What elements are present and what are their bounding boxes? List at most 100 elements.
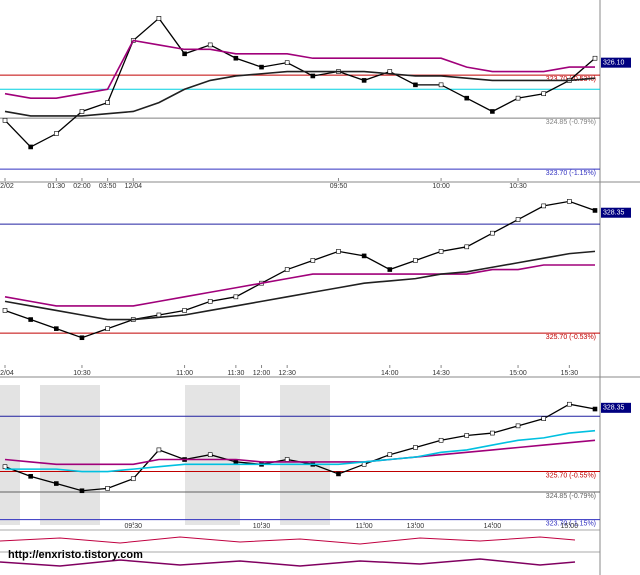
level-label: 325.70 (-0.53%) bbox=[546, 334, 596, 341]
session-shading bbox=[0, 385, 330, 525]
candle bbox=[105, 486, 110, 491]
x-tick-label: 01:30 bbox=[48, 183, 66, 190]
x-tick-label: 10:30 bbox=[73, 370, 91, 377]
candle bbox=[310, 258, 316, 263]
shade bbox=[0, 385, 20, 525]
indicator-line bbox=[4, 250, 596, 321]
level-label: 324.85 (-0.79%) bbox=[546, 493, 596, 500]
candle bbox=[28, 144, 33, 150]
last-price-label: 328.35 bbox=[603, 210, 625, 217]
x-tick-label: 03:50 bbox=[99, 183, 117, 190]
candle bbox=[464, 433, 470, 438]
candle bbox=[438, 82, 444, 88]
x-tick-label: 14:00 bbox=[381, 370, 399, 377]
x-tick-label: 09:30 bbox=[124, 523, 142, 530]
candle bbox=[592, 55, 598, 61]
last-price-label: 328.35 bbox=[603, 405, 625, 412]
candle bbox=[336, 249, 341, 254]
x-tick-label: 12:30 bbox=[278, 370, 296, 377]
candle bbox=[413, 445, 418, 450]
candle bbox=[490, 109, 495, 114]
indicator-line bbox=[4, 439, 596, 466]
candle bbox=[592, 208, 598, 213]
candle bbox=[54, 481, 59, 486]
candle bbox=[387, 452, 393, 458]
candle bbox=[464, 244, 470, 250]
candle bbox=[284, 60, 290, 65]
candle bbox=[490, 230, 495, 236]
x-tick-label: 12/04 bbox=[0, 370, 14, 377]
candle bbox=[541, 203, 546, 209]
x-tick-label: 14:00 bbox=[484, 523, 502, 530]
candle bbox=[567, 401, 572, 407]
shade bbox=[280, 385, 330, 525]
x-tick-label: 15:00 bbox=[561, 523, 579, 530]
candle bbox=[2, 118, 8, 123]
candle bbox=[105, 100, 110, 105]
candle bbox=[79, 109, 85, 114]
price-line bbox=[4, 200, 596, 339]
x-tick-label: 02:00 bbox=[73, 183, 91, 190]
x-tick-label: 10:30 bbox=[509, 183, 527, 190]
x-tick-label: 15:00 bbox=[509, 370, 527, 377]
indicator-line bbox=[5, 429, 596, 473]
candle bbox=[361, 462, 367, 467]
candle bbox=[105, 326, 110, 331]
candle bbox=[336, 471, 341, 477]
candle bbox=[259, 64, 264, 70]
candle bbox=[541, 416, 546, 421]
candle bbox=[567, 199, 572, 204]
candle bbox=[233, 55, 239, 61]
candle bbox=[592, 406, 598, 412]
x-tick-label: 14:30 bbox=[432, 370, 450, 377]
candle bbox=[515, 217, 521, 222]
oscillator bbox=[0, 536, 576, 545]
candle bbox=[79, 488, 85, 494]
candle bbox=[310, 73, 316, 79]
candle bbox=[28, 317, 33, 322]
x-tick-label: 12:00 bbox=[253, 370, 271, 377]
oscillator bbox=[0, 558, 576, 567]
level-label: 323.70 (-1.15%) bbox=[546, 520, 596, 527]
candle bbox=[182, 51, 187, 57]
x-tick-label: 11:00 bbox=[176, 370, 193, 377]
indicator-line bbox=[4, 264, 595, 307]
candle bbox=[130, 476, 136, 482]
last-price-tag bbox=[601, 402, 631, 413]
x-tick-label: 11:30 bbox=[227, 370, 244, 377]
x-tick-label: 09:50 bbox=[330, 183, 348, 190]
last-price-tag bbox=[601, 207, 631, 218]
candle bbox=[515, 423, 521, 429]
candle bbox=[438, 249, 444, 254]
candle bbox=[438, 437, 444, 443]
x-tick-label: 13:00 bbox=[407, 523, 425, 530]
level-label: 325.70 (-0.55%) bbox=[546, 472, 596, 479]
shade bbox=[40, 385, 100, 525]
candle bbox=[79, 335, 85, 341]
candle bbox=[361, 78, 367, 83]
level-label: 323.70 (-1.15%) bbox=[546, 170, 596, 177]
last-price-tag bbox=[601, 57, 631, 68]
x-tick-label: 12/02 bbox=[0, 183, 14, 190]
candle bbox=[515, 95, 521, 101]
x-tick-label: 12/04 bbox=[124, 183, 142, 190]
candle bbox=[490, 430, 495, 436]
candle bbox=[413, 258, 418, 263]
candle bbox=[2, 308, 8, 313]
x-tick-label: 11:00 bbox=[356, 523, 373, 530]
candle bbox=[2, 464, 8, 470]
candle bbox=[156, 16, 162, 21]
x-tick-label: 10:00 bbox=[432, 183, 450, 190]
candle bbox=[284, 457, 290, 462]
indicator-line bbox=[4, 70, 596, 117]
candle bbox=[387, 267, 393, 272]
candle bbox=[54, 131, 59, 136]
x-tick-label: 15:30 bbox=[561, 370, 579, 377]
candle bbox=[54, 326, 59, 331]
candle bbox=[207, 299, 213, 304]
candle bbox=[182, 308, 187, 313]
candle bbox=[156, 447, 162, 453]
watermark: http://enxristo.tistory.com bbox=[8, 549, 143, 561]
candle bbox=[207, 452, 213, 458]
